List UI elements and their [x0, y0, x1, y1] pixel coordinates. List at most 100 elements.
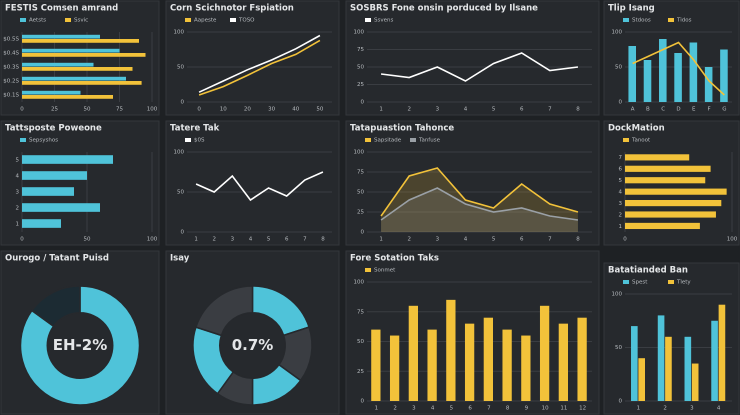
legend-swatch — [623, 138, 629, 142]
legend-label: Aetsts — [29, 18, 46, 24]
x-tick-label: 25 — [51, 107, 58, 113]
panel-title: Corn Scichnotor Fspiation — [170, 4, 294, 14]
donut-center: 0.7% — [232, 336, 274, 354]
legend-swatch — [365, 18, 371, 22]
bar — [464, 323, 475, 401]
x-tick-label: 4 — [464, 237, 468, 243]
bar — [22, 62, 94, 67]
panel — [165, 120, 340, 246]
x-tick-label: 0 — [20, 237, 24, 243]
x-tick-label: D — [676, 107, 680, 113]
legend-swatch — [623, 18, 629, 22]
bar — [625, 188, 727, 195]
x-tick-label: 2 — [407, 107, 411, 113]
legend-swatch — [20, 138, 26, 142]
bar — [22, 34, 100, 39]
panel-title: Batatianded Ban — [608, 266, 688, 276]
panel — [165, 0, 340, 116]
x-tick-label: 3 — [690, 406, 694, 412]
legend-label: Sapsitade — [374, 138, 402, 144]
bar — [625, 177, 706, 184]
panel — [345, 120, 600, 246]
line — [198, 34, 321, 93]
y-tick-label: 50 — [357, 190, 364, 196]
legend-label: Tlety — [676, 280, 691, 286]
y-tick-label: 100 — [612, 292, 623, 298]
panel-title: Ourogo / Tatant Puisd — [5, 254, 109, 264]
x-tick-label: 1 — [637, 406, 641, 412]
y-tick-label: 50 — [177, 190, 184, 196]
legend-label: Sepsyshos — [29, 138, 58, 144]
donut-center: EH-2% — [53, 336, 108, 354]
y-tick-label: 0 — [619, 399, 623, 405]
bar — [625, 222, 700, 230]
bar — [22, 219, 61, 228]
y-tick-label: 2 — [16, 206, 20, 212]
legend-swatch — [185, 18, 191, 22]
x-tick-label: 1 — [194, 237, 198, 243]
x-tick-label: 50 — [84, 237, 91, 243]
bar — [659, 39, 667, 102]
x-tick-label: 4 — [249, 237, 253, 243]
bar — [502, 329, 512, 401]
y-tick-label: 0 — [619, 100, 623, 106]
x-tick-label: 100 — [147, 237, 158, 243]
x-tick-label: 7 — [487, 406, 491, 412]
y-tick-label: 100 — [354, 30, 365, 36]
y-tick-label: $0.2S — [3, 79, 19, 85]
legend-swatch — [20, 18, 26, 22]
bar — [625, 200, 722, 207]
y-tick-label: 100 — [612, 30, 623, 36]
line — [198, 39, 321, 96]
x-tick-label: 50 — [84, 107, 91, 113]
x-tick-label: 1 — [379, 107, 383, 113]
y-tick-label: 100 — [354, 280, 365, 286]
y-tick-label: 1 — [619, 224, 623, 230]
x-tick-label: 4 — [717, 406, 721, 412]
y-tick-label: $0.3S — [3, 65, 19, 71]
bar — [704, 67, 713, 102]
y-tick-label: $0.1S — [3, 93, 19, 99]
x-tick-label: 100 — [727, 237, 738, 243]
x-tick-label: 2 — [212, 237, 216, 243]
bar — [691, 363, 699, 401]
bar — [720, 49, 728, 102]
x-tick-label: 10 — [542, 406, 549, 412]
bar — [689, 42, 698, 102]
x-tick-label: 3 — [436, 107, 440, 113]
line — [380, 167, 579, 217]
bar — [446, 299, 456, 401]
bar — [521, 335, 531, 401]
panel-title: Tlip Isang — [608, 4, 655, 14]
bar — [427, 329, 437, 401]
x-tick-label: E — [692, 107, 696, 113]
bar — [684, 336, 692, 401]
bar — [22, 171, 87, 180]
y-tick-label: 4 — [16, 174, 20, 180]
y-tick-label: 0 — [181, 230, 185, 236]
legend-label: Ssvic — [74, 18, 88, 24]
x-tick-label: 3 — [412, 406, 416, 412]
x-tick-label: 5 — [450, 406, 454, 412]
panel-title: DockMation — [608, 124, 665, 134]
area — [381, 188, 578, 232]
y-tick-label: 0 — [361, 230, 365, 236]
x-tick-label: 40 — [292, 107, 299, 113]
panel-title: Isay — [170, 254, 190, 264]
panel-title: Fore Sotation Taks — [350, 254, 439, 264]
bar — [22, 155, 113, 164]
x-tick-label: 0 — [197, 107, 201, 113]
bar — [22, 53, 146, 57]
donut-slice — [19, 285, 141, 406]
x-tick-label: 9 — [525, 406, 529, 412]
legend-swatch — [230, 18, 236, 22]
legend-swatch — [365, 268, 371, 272]
y-tick-label: 0 — [181, 100, 185, 106]
y-tick-label: 0 — [361, 100, 365, 106]
bar — [665, 336, 672, 401]
x-tick-label: 5 — [492, 237, 496, 243]
x-tick-label: 0 — [623, 237, 627, 243]
x-tick-label: 20 — [244, 107, 251, 113]
x-tick-label: 12 — [579, 406, 586, 412]
